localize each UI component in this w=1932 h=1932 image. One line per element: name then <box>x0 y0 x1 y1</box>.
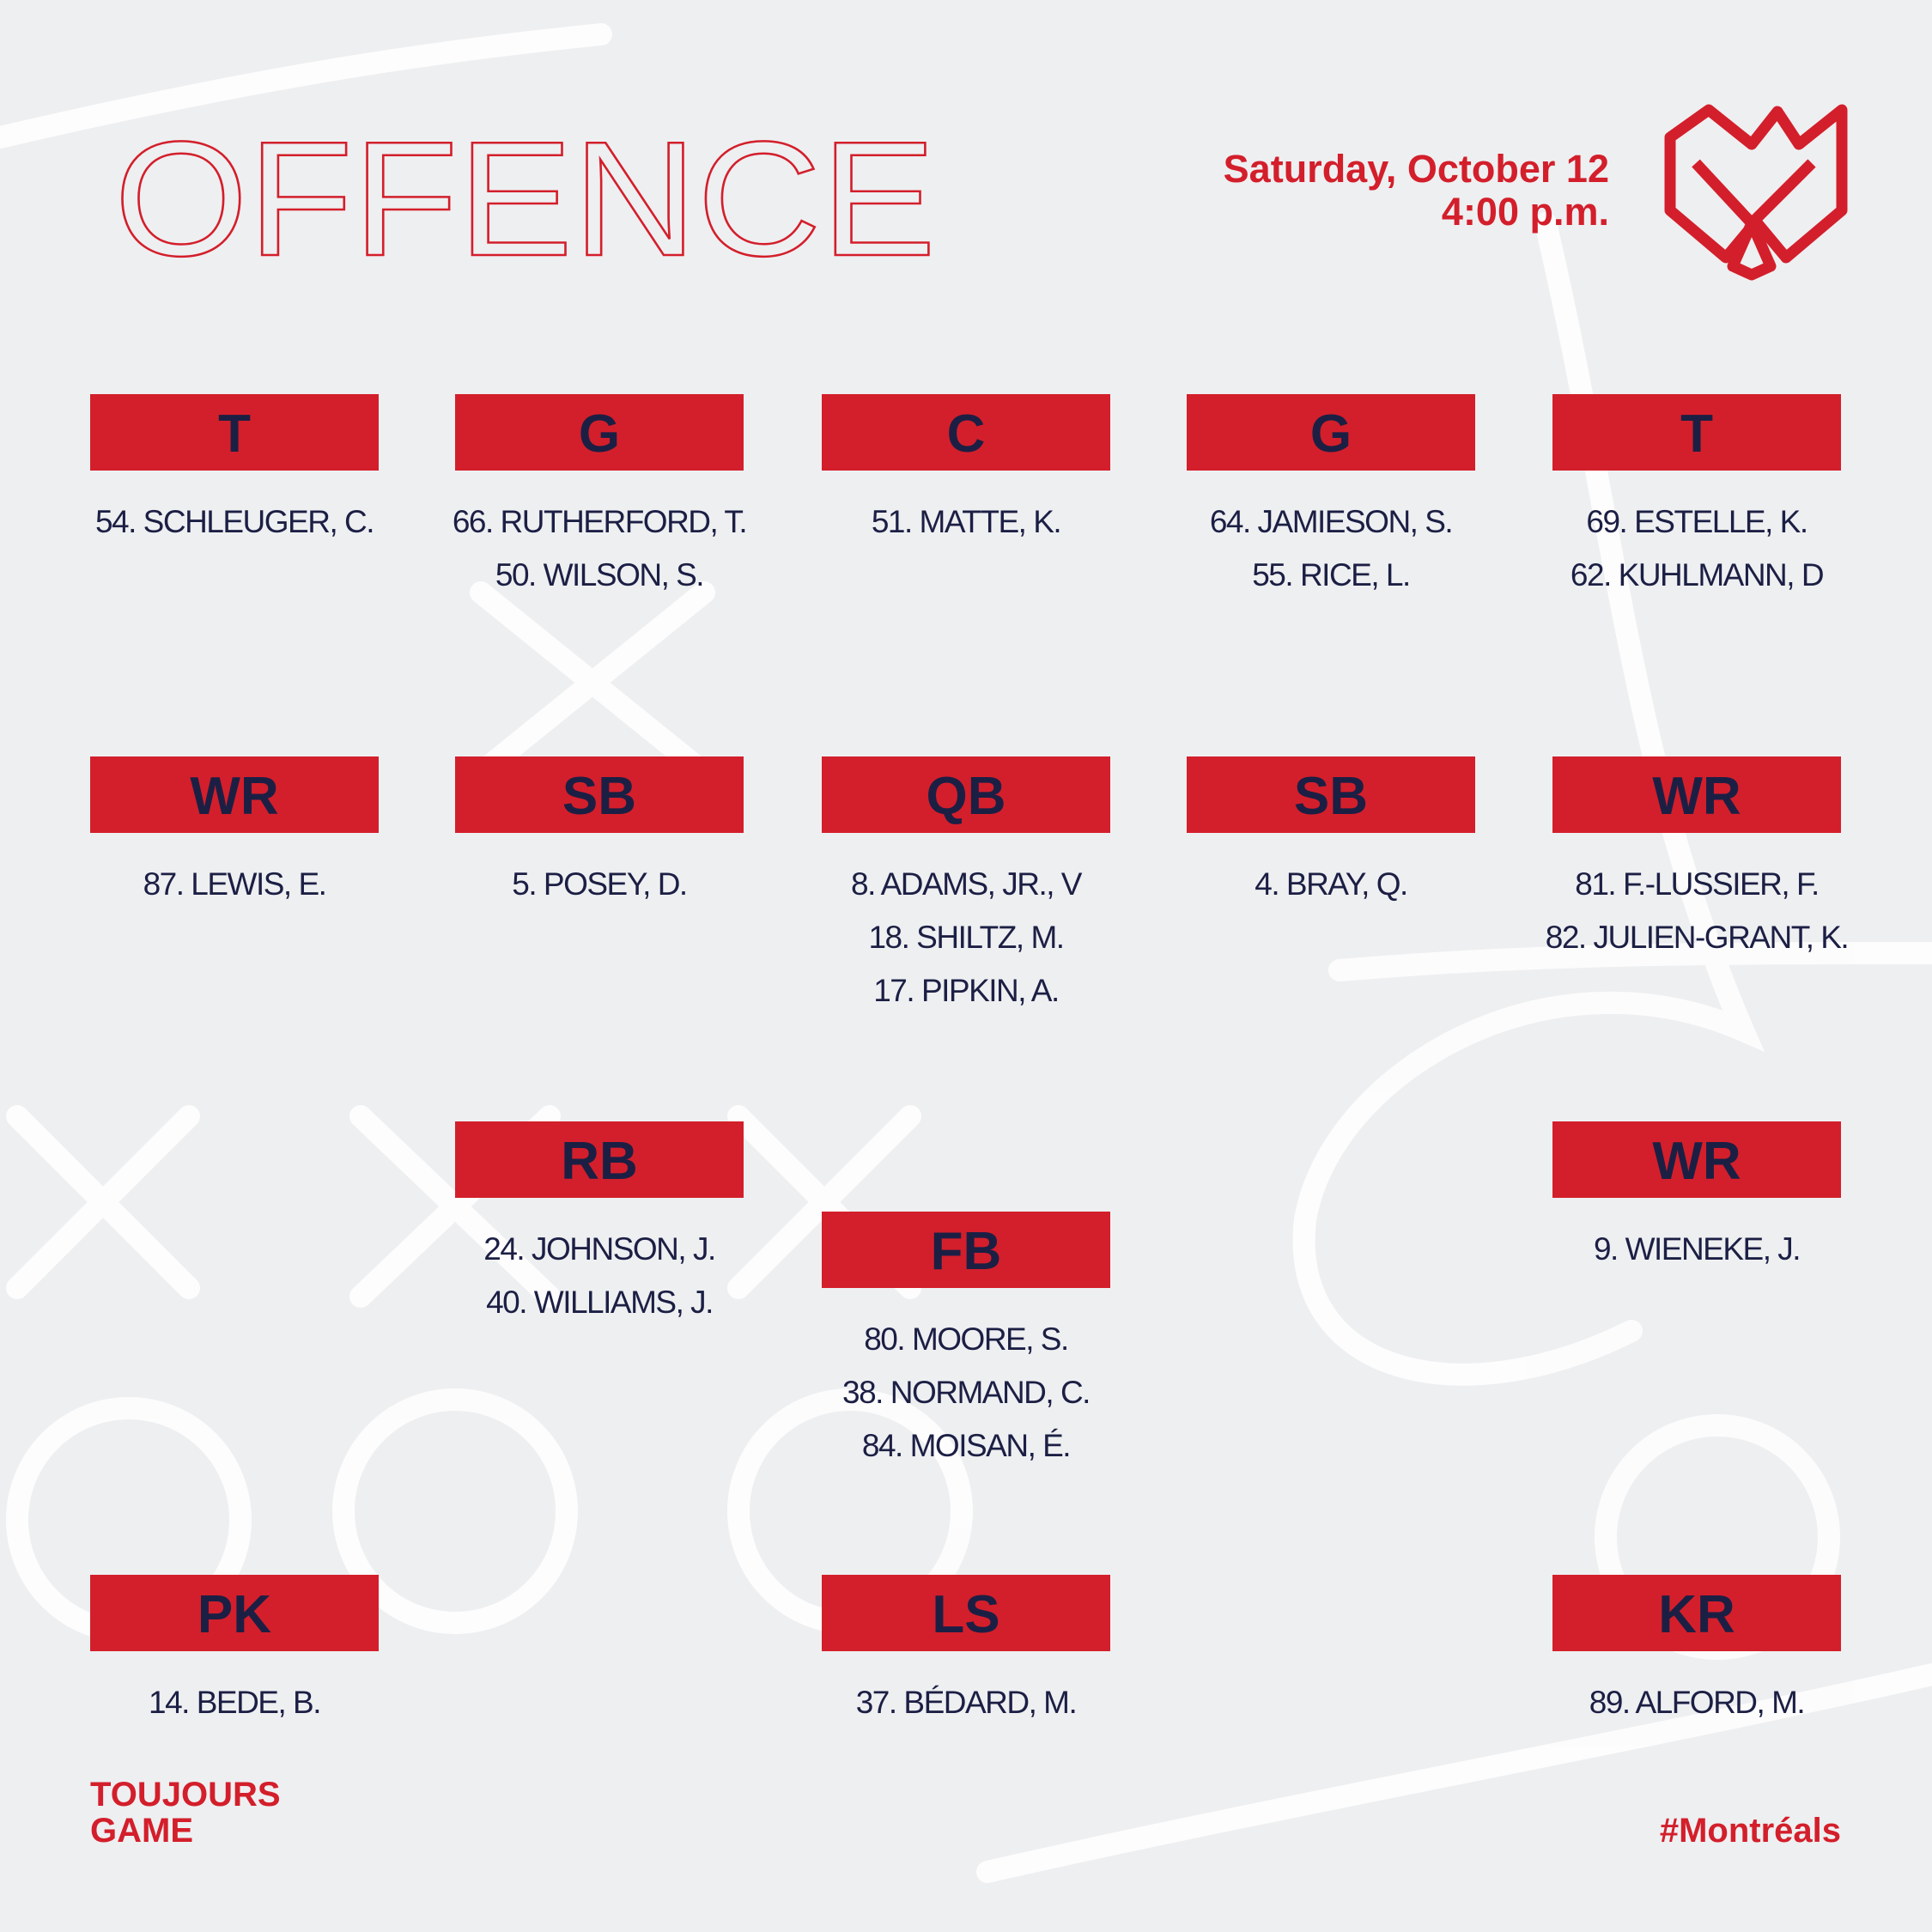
hashtag: #Montréals <box>1660 1812 1841 1850</box>
position-box <box>90 1575 379 1651</box>
position-label: QB <box>927 767 1006 826</box>
position-box <box>90 756 379 833</box>
position-label: WR <box>190 767 278 826</box>
position-box <box>90 394 379 471</box>
game-date: Saturday, October 12 <box>1224 147 1609 191</box>
position-label: RB <box>561 1132 638 1191</box>
player-name: 55. RICE, L. <box>1252 557 1410 592</box>
player-name: 5. POSEY, D. <box>512 866 686 902</box>
position-box <box>1187 394 1475 471</box>
player-name: 51. MATTE, K. <box>872 504 1060 539</box>
player-name: 84. MOISAN, É. <box>862 1428 1070 1463</box>
position-label: T <box>218 404 251 464</box>
player-name: 4. BRAY, Q. <box>1255 866 1407 902</box>
player-name: 17. PIPKIN, A. <box>873 973 1059 1008</box>
player-name: 24. JOHNSON, J. <box>483 1231 714 1267</box>
tagline-line: GAME <box>90 1812 193 1850</box>
player-name: 81. F.-LUSSIER, F. <box>1575 866 1819 902</box>
position-label: PK <box>197 1585 271 1644</box>
position-box <box>455 1121 744 1198</box>
position-label: KR <box>1658 1585 1735 1644</box>
player-name: 69. ESTELLE, K. <box>1586 504 1807 539</box>
player-name: 64. JAMIESON, S. <box>1210 504 1452 539</box>
player-name: 50. WILSON, S. <box>495 557 703 592</box>
position-label: FB <box>931 1222 1002 1281</box>
position-box <box>1187 756 1475 833</box>
team-logo <box>1664 104 1848 281</box>
player-name: 89. ALFORD, M. <box>1589 1685 1804 1720</box>
position-grid: T 54. SCHLEUGER, C. G 66. RUTHERFORD, T. 50.… <box>90 394 1850 1720</box>
player-name: 14. BEDE, B. <box>149 1685 320 1720</box>
position-box <box>822 394 1110 471</box>
player-name: 54. SCHLEUGER, C. <box>95 504 374 539</box>
player-name: 87. LEWIS, E. <box>143 866 326 902</box>
player-name: 8. ADAMS, JR., V <box>851 866 1083 902</box>
player-name: 9. WIENEKE, J. <box>1594 1231 1800 1267</box>
position-label: G <box>579 404 620 464</box>
player-name: 80. MOORE, S. <box>864 1321 1068 1357</box>
position-box <box>1552 394 1841 471</box>
position-label: WR <box>1652 1132 1741 1191</box>
player-name: 62. KUHLMANN, D <box>1571 557 1823 592</box>
position-label: SB <box>562 767 636 826</box>
player-name: 66. RUTHERFORD, T. <box>453 504 746 539</box>
player-name: 82. JULIEN-GRANT, K. <box>1546 920 1848 955</box>
game-time: 4:00 p.m. <box>1442 190 1609 234</box>
player-name: 40. WILLIAMS, J. <box>486 1285 713 1320</box>
position-label: C <box>947 404 986 464</box>
position-box <box>455 756 744 833</box>
position-box <box>1552 1575 1841 1651</box>
position-box <box>822 756 1110 833</box>
player-name: 37. BÉDARD, M. <box>856 1685 1077 1720</box>
tagline-line: TOUJOURS <box>90 1776 281 1814</box>
title: OFFENCE <box>114 108 936 290</box>
position-label: G <box>1310 404 1352 464</box>
position-label: T <box>1680 404 1713 464</box>
player-name: 38. NORMAND, C. <box>842 1375 1090 1410</box>
player-name: 18. SHILTZ, M. <box>868 920 1063 955</box>
position-box <box>455 394 744 471</box>
position-label: SB <box>1294 767 1368 826</box>
position-label: WR <box>1652 767 1741 826</box>
position-box <box>822 1575 1110 1651</box>
position-box <box>1552 756 1841 833</box>
position-box <box>1552 1121 1841 1198</box>
position-label: LS <box>932 1585 999 1644</box>
position-box <box>822 1212 1110 1288</box>
